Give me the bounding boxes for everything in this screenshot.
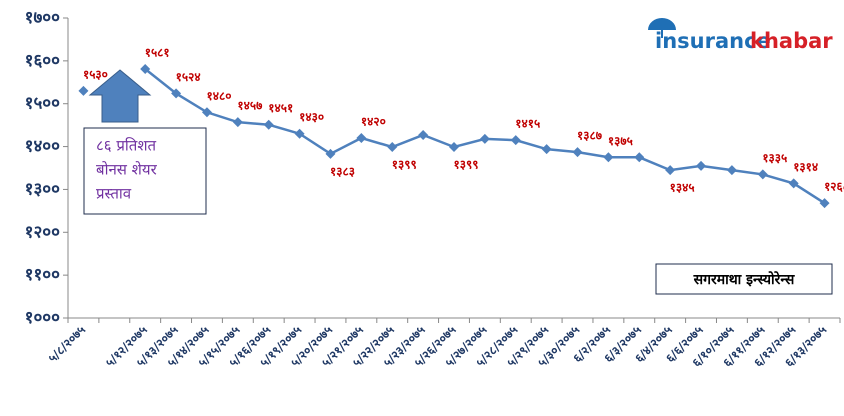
- point: [294, 128, 305, 139]
- point: [232, 117, 243, 128]
- point: [541, 144, 552, 155]
- point: [572, 147, 583, 158]
- point: [356, 133, 367, 143]
- data-label: १५३०: [83, 67, 108, 81]
- data-label: १४५७: [237, 99, 263, 113]
- bonus-line: बोनस शेयर: [96, 161, 158, 179]
- bonus-box: [83, 127, 207, 215]
- y-tick-label: १४००: [25, 137, 61, 157]
- point: [726, 165, 737, 176]
- data-label: १४२०: [361, 115, 386, 129]
- point: [696, 160, 707, 171]
- data-label: १२६८: [824, 180, 844, 194]
- data-label: १३१४: [793, 160, 818, 174]
- y-tick-label: १६००: [25, 51, 61, 71]
- point: [788, 178, 799, 189]
- bonus-line: ८६ प्रतिशत: [96, 137, 157, 155]
- data-label: १४८०: [206, 89, 231, 103]
- data-label: १४१५: [515, 117, 540, 131]
- point: [665, 165, 676, 176]
- company-name: सगरमाथा इन्स्योरेन्स: [693, 271, 795, 288]
- point: [263, 119, 274, 130]
- data-label: १५८१: [145, 46, 170, 60]
- logo-left: insurance: [655, 29, 771, 53]
- y-tick-label: ११००: [25, 265, 61, 285]
- point: [819, 198, 830, 209]
- point: [418, 130, 429, 140]
- y-tick-label: १२००: [25, 222, 61, 242]
- y-tick-label: १३००: [25, 179, 61, 199]
- point: [449, 142, 459, 152]
- data-label: १३९९: [454, 158, 479, 172]
- data-label: १५२४: [176, 70, 201, 84]
- point: [603, 152, 614, 163]
- data-label: १३४५: [670, 181, 695, 195]
- data-label: १३७५: [608, 134, 633, 148]
- arrow: [88, 69, 152, 123]
- data-label: १४३०: [299, 110, 324, 124]
- data-label: १४५१: [268, 101, 293, 115]
- y-tick-label: १७००: [25, 8, 61, 28]
- umbrella: [648, 18, 676, 30]
- point: [387, 142, 398, 152]
- bonus-line: प्रस्ताव: [96, 185, 132, 203]
- data-label: १३८३: [330, 164, 355, 178]
- point: [510, 135, 521, 146]
- point: [757, 169, 768, 180]
- y-tick-label: १०००: [25, 308, 61, 328]
- point: [479, 133, 490, 144]
- point: [201, 107, 212, 118]
- data-label: १३३५: [762, 151, 787, 165]
- point: [78, 85, 89, 96]
- logo: insurance khabar: [648, 18, 833, 53]
- logo-right: khabar: [750, 29, 833, 53]
- data-label: १३८७: [577, 129, 603, 143]
- point: [634, 152, 645, 163]
- y-tick-label: १५००: [25, 94, 61, 114]
- point: [140, 64, 151, 74]
- company-box: [655, 263, 833, 295]
- point: [325, 148, 336, 159]
- data-label: १३९९: [392, 158, 417, 172]
- point: [171, 88, 182, 99]
